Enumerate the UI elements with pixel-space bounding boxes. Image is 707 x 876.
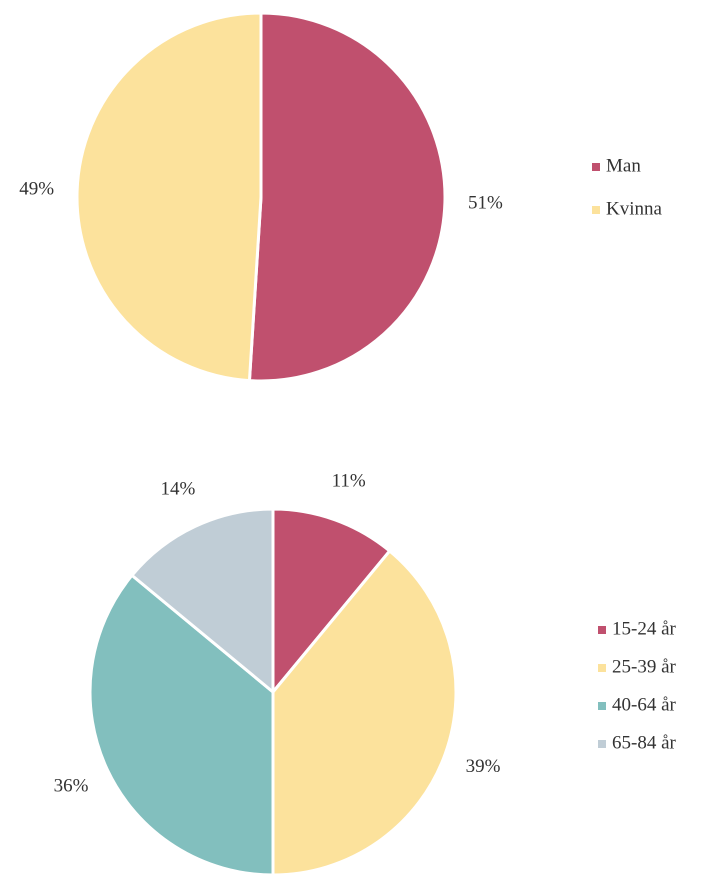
data-label: 39% [466, 756, 501, 777]
pie-slice [271, 507, 392, 697]
legend-swatch [592, 163, 600, 171]
data-label: 14% [161, 478, 196, 499]
pie-slice [88, 573, 275, 876]
pie-slice [129, 507, 275, 696]
legend-label: Kvinna [606, 198, 663, 219]
legend-swatch [592, 206, 600, 214]
pie-slice [271, 548, 458, 876]
data-label: 11% [332, 470, 366, 491]
legend-label: 40-64 år [612, 694, 677, 715]
data-label: 51% [468, 192, 503, 213]
legend-label: 15-24 år [612, 618, 677, 639]
legend-label: 65-84 år [612, 732, 677, 753]
legend-swatch [598, 702, 606, 710]
legend-label: 25-39 år [612, 656, 677, 677]
legend-label: Man [606, 155, 641, 176]
legend-swatch [598, 740, 606, 748]
data-label: 36% [54, 775, 89, 796]
pie-slice [247, 11, 447, 383]
legend-swatch [598, 626, 606, 634]
data-label: 49% [19, 178, 54, 199]
legend-swatch [598, 664, 606, 672]
pie-slice [75, 11, 263, 383]
